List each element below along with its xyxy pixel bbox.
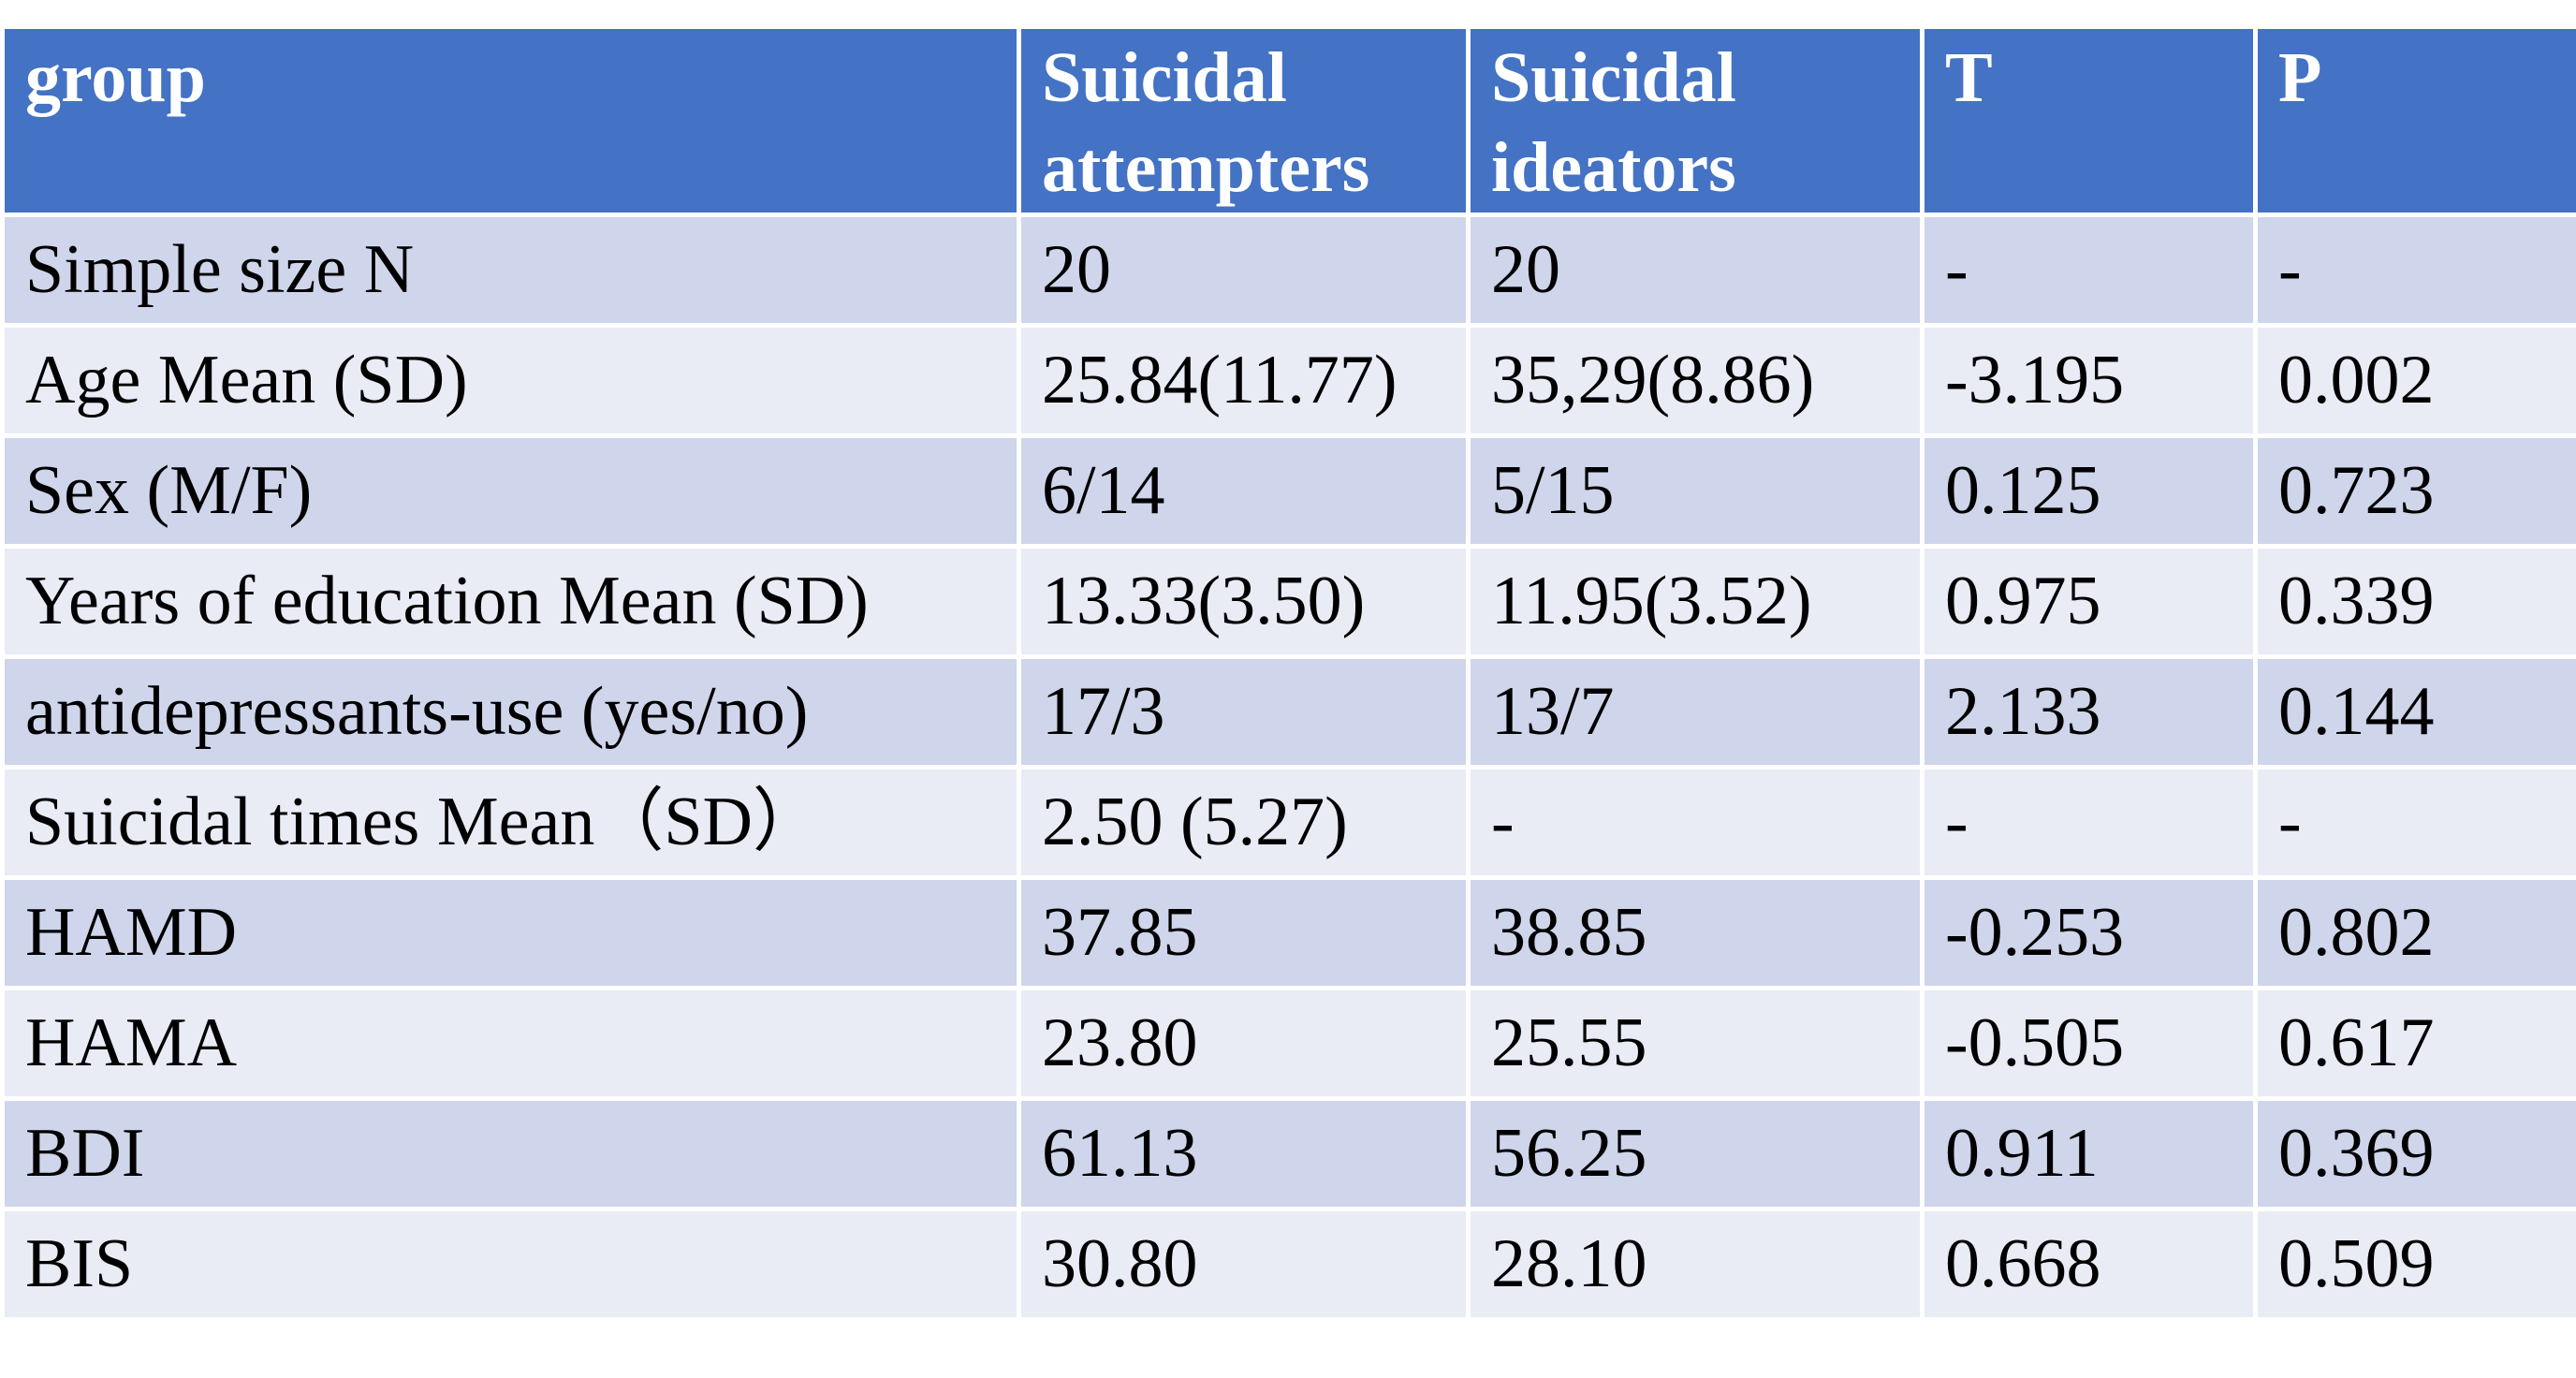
attempters-cell: 30.80 <box>1017 1207 1471 1322</box>
row-label: Age Mean (SD) <box>0 323 1021 438</box>
row-label: BDI <box>0 1096 1021 1211</box>
table-row: BDI 61.13 56.25 0.911 0.369 <box>0 1096 2576 1211</box>
ideators-cell: 35,29(8.86) <box>1466 323 1925 438</box>
row-label: Years of education Mean (SD) <box>0 544 1021 659</box>
header-row: group Suicidal attempters Suicidal ideat… <box>0 24 2576 217</box>
ideators-cell: 11.95(3.52) <box>1466 544 1925 659</box>
ideators-cell: 38.85 <box>1466 875 1925 990</box>
p-cell: 0.339 <box>2253 544 2576 659</box>
p-cell: - <box>2253 765 2576 880</box>
row-label: Suicidal times Mean（SD） <box>0 765 1021 880</box>
p-cell: 0.617 <box>2253 986 2576 1101</box>
header-t-statistic: T <box>1920 24 2258 217</box>
header-suicidal-ideators: Suicidal ideators <box>1466 24 1925 217</box>
table-row: HAMA 23.80 25.55 -0.505 0.617 <box>0 986 2576 1101</box>
attempters-cell: 37.85 <box>1017 875 1471 990</box>
attempters-cell: 2.50 (5.27) <box>1017 765 1471 880</box>
attempters-cell: 6/14 <box>1017 433 1471 549</box>
comparison-table: group Suicidal attempters Suicidal ideat… <box>0 24 2576 1322</box>
p-cell: 0.723 <box>2253 433 2576 549</box>
t-cell: 2.133 <box>1920 654 2258 770</box>
p-cell: 0.369 <box>2253 1096 2576 1211</box>
row-label: BIS <box>0 1207 1021 1322</box>
attempters-cell: 61.13 <box>1017 1096 1471 1211</box>
attempters-cell: 25.84(11.77) <box>1017 323 1471 438</box>
t-cell: -0.505 <box>1920 986 2258 1101</box>
table-row: Simple size N 20 20 - - <box>0 213 2576 328</box>
p-cell: 0.509 <box>2253 1207 2576 1322</box>
row-label: Simple size N <box>0 213 1021 328</box>
ideators-cell: 13/7 <box>1466 654 1925 770</box>
ideators-cell: 28.10 <box>1466 1207 1925 1322</box>
t-cell: 0.668 <box>1920 1207 2258 1322</box>
table-row: HAMD 37.85 38.85 -0.253 0.802 <box>0 875 2576 990</box>
t-cell: 0.125 <box>1920 433 2258 549</box>
attempters-cell: 13.33(3.50) <box>1017 544 1471 659</box>
table-row: Suicidal times Mean（SD） 2.50 (5.27) - - … <box>0 765 2576 880</box>
table-row: Sex (M/F) 6/14 5/15 0.125 0.723 <box>0 433 2576 549</box>
t-cell: 0.975 <box>1920 544 2258 659</box>
table-row: BIS 30.80 28.10 0.668 0.509 <box>0 1207 2576 1322</box>
t-cell: 0.911 <box>1920 1096 2258 1211</box>
ideators-cell: 5/15 <box>1466 433 1925 549</box>
ideators-cell: 20 <box>1466 213 1925 328</box>
header-p-value: P <box>2253 24 2576 217</box>
table-row: Years of education Mean (SD) 13.33(3.50)… <box>0 544 2576 659</box>
table-row: Age Mean (SD) 25.84(11.77) 35,29(8.86) -… <box>0 323 2576 438</box>
ideators-cell: 25.55 <box>1466 986 1925 1101</box>
comparison-table-container: group Suicidal attempters Suicidal ideat… <box>0 24 2576 1322</box>
t-cell: - <box>1920 765 2258 880</box>
p-cell: 0.144 <box>2253 654 2576 770</box>
p-cell: 0.802 <box>2253 875 2576 990</box>
p-cell: - <box>2253 213 2576 328</box>
row-label: antidepressants-use (yes/no) <box>0 654 1021 770</box>
attempters-cell: 23.80 <box>1017 986 1471 1101</box>
header-suicidal-attempters: Suicidal attempters <box>1017 24 1471 217</box>
row-label: HAMA <box>0 986 1021 1101</box>
table-row: antidepressants-use (yes/no) 17/3 13/7 2… <box>0 654 2576 770</box>
p-cell: 0.002 <box>2253 323 2576 438</box>
attempters-cell: 20 <box>1017 213 1471 328</box>
t-cell: -3.195 <box>1920 323 2258 438</box>
row-label: Sex (M/F) <box>0 433 1021 549</box>
ideators-cell: 56.25 <box>1466 1096 1925 1211</box>
row-label: HAMD <box>0 875 1021 990</box>
t-cell: -0.253 <box>1920 875 2258 990</box>
ideators-cell: - <box>1466 765 1925 880</box>
attempters-cell: 17/3 <box>1017 654 1471 770</box>
header-group: group <box>0 24 1021 217</box>
t-cell: - <box>1920 213 2258 328</box>
